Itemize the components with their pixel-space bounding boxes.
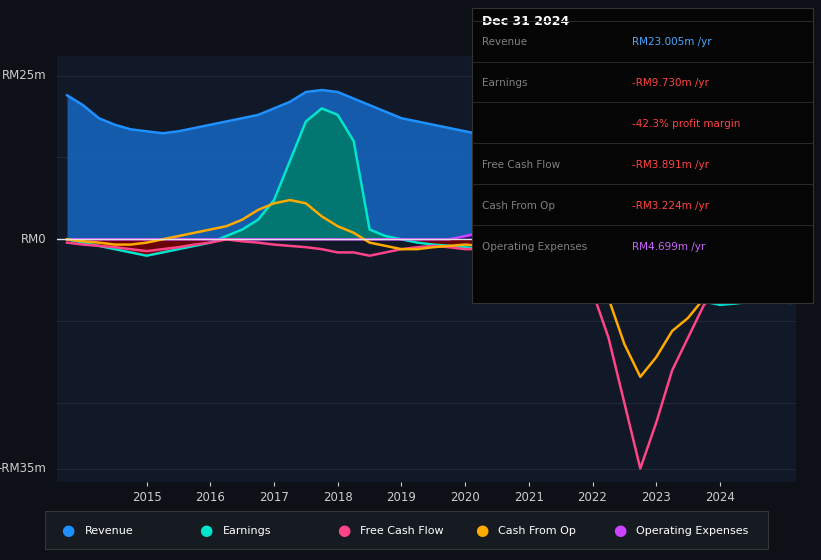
- Text: Cash From Op: Cash From Op: [498, 526, 576, 536]
- Text: ●: ●: [475, 524, 488, 538]
- Text: Free Cash Flow: Free Cash Flow: [360, 526, 444, 536]
- Text: Operating Expenses: Operating Expenses: [636, 526, 749, 536]
- Text: -RM35m: -RM35m: [0, 462, 47, 475]
- Text: Free Cash Flow: Free Cash Flow: [482, 160, 560, 170]
- Text: -RM3.224m /yr: -RM3.224m /yr: [632, 200, 709, 211]
- Text: Cash From Op: Cash From Op: [482, 200, 555, 211]
- Text: ●: ●: [613, 524, 626, 538]
- FancyBboxPatch shape: [472, 8, 813, 303]
- Text: Revenue: Revenue: [85, 526, 133, 536]
- FancyBboxPatch shape: [45, 511, 768, 549]
- Text: ●: ●: [62, 524, 75, 538]
- Text: ●: ●: [200, 524, 213, 538]
- Text: RM23.005m /yr: RM23.005m /yr: [632, 37, 712, 47]
- Text: RM4.699m /yr: RM4.699m /yr: [632, 241, 705, 251]
- Text: Earnings: Earnings: [482, 78, 527, 88]
- Text: ●: ●: [337, 524, 351, 538]
- Text: Dec 31 2024: Dec 31 2024: [482, 15, 569, 28]
- Text: -42.3% profit margin: -42.3% profit margin: [632, 119, 741, 129]
- Text: -RM3.891m /yr: -RM3.891m /yr: [632, 160, 709, 170]
- Text: -RM9.730m /yr: -RM9.730m /yr: [632, 78, 709, 88]
- Text: RM0: RM0: [21, 233, 47, 246]
- Text: Operating Expenses: Operating Expenses: [482, 241, 587, 251]
- Text: Revenue: Revenue: [482, 37, 527, 47]
- Text: Earnings: Earnings: [222, 526, 271, 536]
- Text: RM25m: RM25m: [2, 69, 47, 82]
